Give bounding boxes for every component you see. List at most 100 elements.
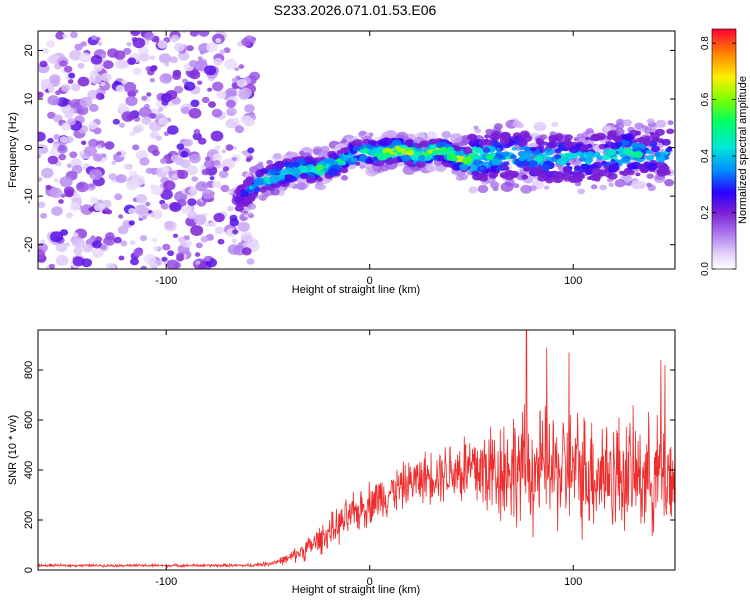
- ridge-blob: [475, 155, 482, 160]
- noise-blob: [223, 47, 231, 54]
- noise-blob: [218, 170, 229, 179]
- ridge-blob: [647, 162, 658, 171]
- ridge-blob: [552, 175, 564, 184]
- noise-blob: [238, 87, 252, 99]
- noise-blob: [127, 165, 133, 170]
- noise-blob: [91, 35, 97, 40]
- ridge-blob: [646, 154, 655, 161]
- ridge-blob: [579, 154, 585, 158]
- ridge-blob: [283, 167, 293, 174]
- ridge-halo-blob: [599, 184, 607, 191]
- x-tick-label: 100: [564, 576, 582, 588]
- noise-blob: [245, 157, 252, 163]
- ridge-blob: [554, 148, 562, 154]
- ridge-halo-blob: [664, 179, 674, 187]
- noise-blob: [139, 53, 150, 62]
- noise-blob: [63, 65, 73, 73]
- noise-blob: [138, 106, 152, 118]
- noise-blob: [247, 213, 255, 219]
- noise-blob: [234, 125, 244, 134]
- noise-blob: [167, 250, 175, 257]
- page-title: S233.2026.071.01.53.E06: [273, 2, 437, 18]
- noise-blob: [198, 137, 207, 145]
- ridge-blob: [563, 142, 570, 146]
- noise-blob: [118, 214, 124, 219]
- noise-blob: [56, 97, 69, 107]
- ridge-blob: [630, 152, 636, 157]
- ridge-blob: [339, 160, 347, 166]
- noise-blob: [150, 132, 157, 138]
- ridge-halo-blob: [426, 131, 437, 140]
- noise-blob: [247, 147, 255, 154]
- snr-marks: [38, 330, 675, 569]
- ridge-blob: [400, 154, 411, 162]
- noise-blob: [191, 176, 199, 182]
- spectrogram-y-label: Frequency (Hz): [7, 112, 19, 188]
- ridge-halo-blob: [646, 182, 652, 188]
- noise-blob: [174, 43, 185, 52]
- ridge-blob: [396, 151, 402, 156]
- ridge-blob: [329, 152, 339, 160]
- noise-blob: [207, 87, 213, 92]
- noise-blob: [188, 188, 195, 194]
- ridge-blob: [279, 170, 286, 175]
- noise-blob: [172, 233, 179, 238]
- noise-blob: [93, 202, 105, 212]
- ridge-blob: [316, 169, 325, 176]
- y-tick-label: 600: [23, 411, 35, 429]
- noise-blob: [139, 157, 150, 166]
- ridge-blob: [562, 167, 572, 175]
- y-tick-label: 0: [23, 145, 35, 151]
- y-tick-label: 10: [23, 93, 35, 105]
- spectrogram-x-axis: -100 0 100: [155, 31, 582, 287]
- noise-blob: [92, 240, 102, 249]
- spectrogram-marks: [38, 31, 675, 269]
- noise-blob: [131, 174, 140, 182]
- ridge-blob: [471, 170, 480, 177]
- noise-blob: [100, 81, 106, 87]
- ridge-blob: [499, 172, 509, 179]
- ridge-blob: [325, 158, 335, 165]
- ridge-blob: [440, 146, 448, 153]
- noise-blob: [160, 202, 169, 210]
- ridge-blob: [428, 138, 437, 145]
- ridge-blob: [580, 165, 587, 170]
- ridge-blob: [472, 159, 482, 166]
- noise-blob: [38, 248, 46, 260]
- noise-blob: [100, 72, 112, 82]
- colorbar-tick-label: 0.8: [700, 36, 711, 50]
- ridge-halo-blob: [468, 186, 478, 194]
- noise-blob: [224, 58, 238, 70]
- noise-blob: [82, 243, 93, 253]
- ridge-blob: [315, 164, 324, 171]
- ridge-blob: [591, 167, 602, 175]
- noise-blob: [58, 199, 64, 204]
- ridge-blob: [661, 138, 671, 146]
- ridge-blob: [509, 154, 517, 160]
- noise-blob: [114, 193, 123, 201]
- noise-blob: [145, 201, 151, 207]
- noise-blob: [62, 33, 68, 39]
- ridge-blob: [236, 193, 241, 197]
- ridge-halo-blob: [247, 203, 257, 210]
- ridge-halo-blob: [273, 153, 282, 160]
- ridge-blob: [651, 145, 660, 153]
- noise-blob: [146, 92, 152, 97]
- noise-blob: [149, 65, 158, 72]
- ridge-blob: [585, 151, 595, 158]
- ridge-blob: [556, 157, 568, 166]
- noise-blob: [149, 112, 157, 119]
- ridge-blob: [627, 169, 635, 176]
- noise-blob: [58, 153, 67, 161]
- ridge-halo-blob: [544, 185, 550, 190]
- noise-blob: [59, 176, 73, 188]
- ridge-blob: [391, 139, 402, 147]
- noise-blob: [130, 257, 139, 266]
- noise-blob: [120, 60, 130, 69]
- noise-blob: [216, 90, 227, 99]
- ridge-halo-blob: [608, 182, 614, 187]
- noise-blob: [132, 67, 142, 76]
- noise-blob: [88, 121, 98, 130]
- ridge-halo-blob: [513, 183, 520, 189]
- colorbar-tick-label: 0.0: [700, 262, 711, 276]
